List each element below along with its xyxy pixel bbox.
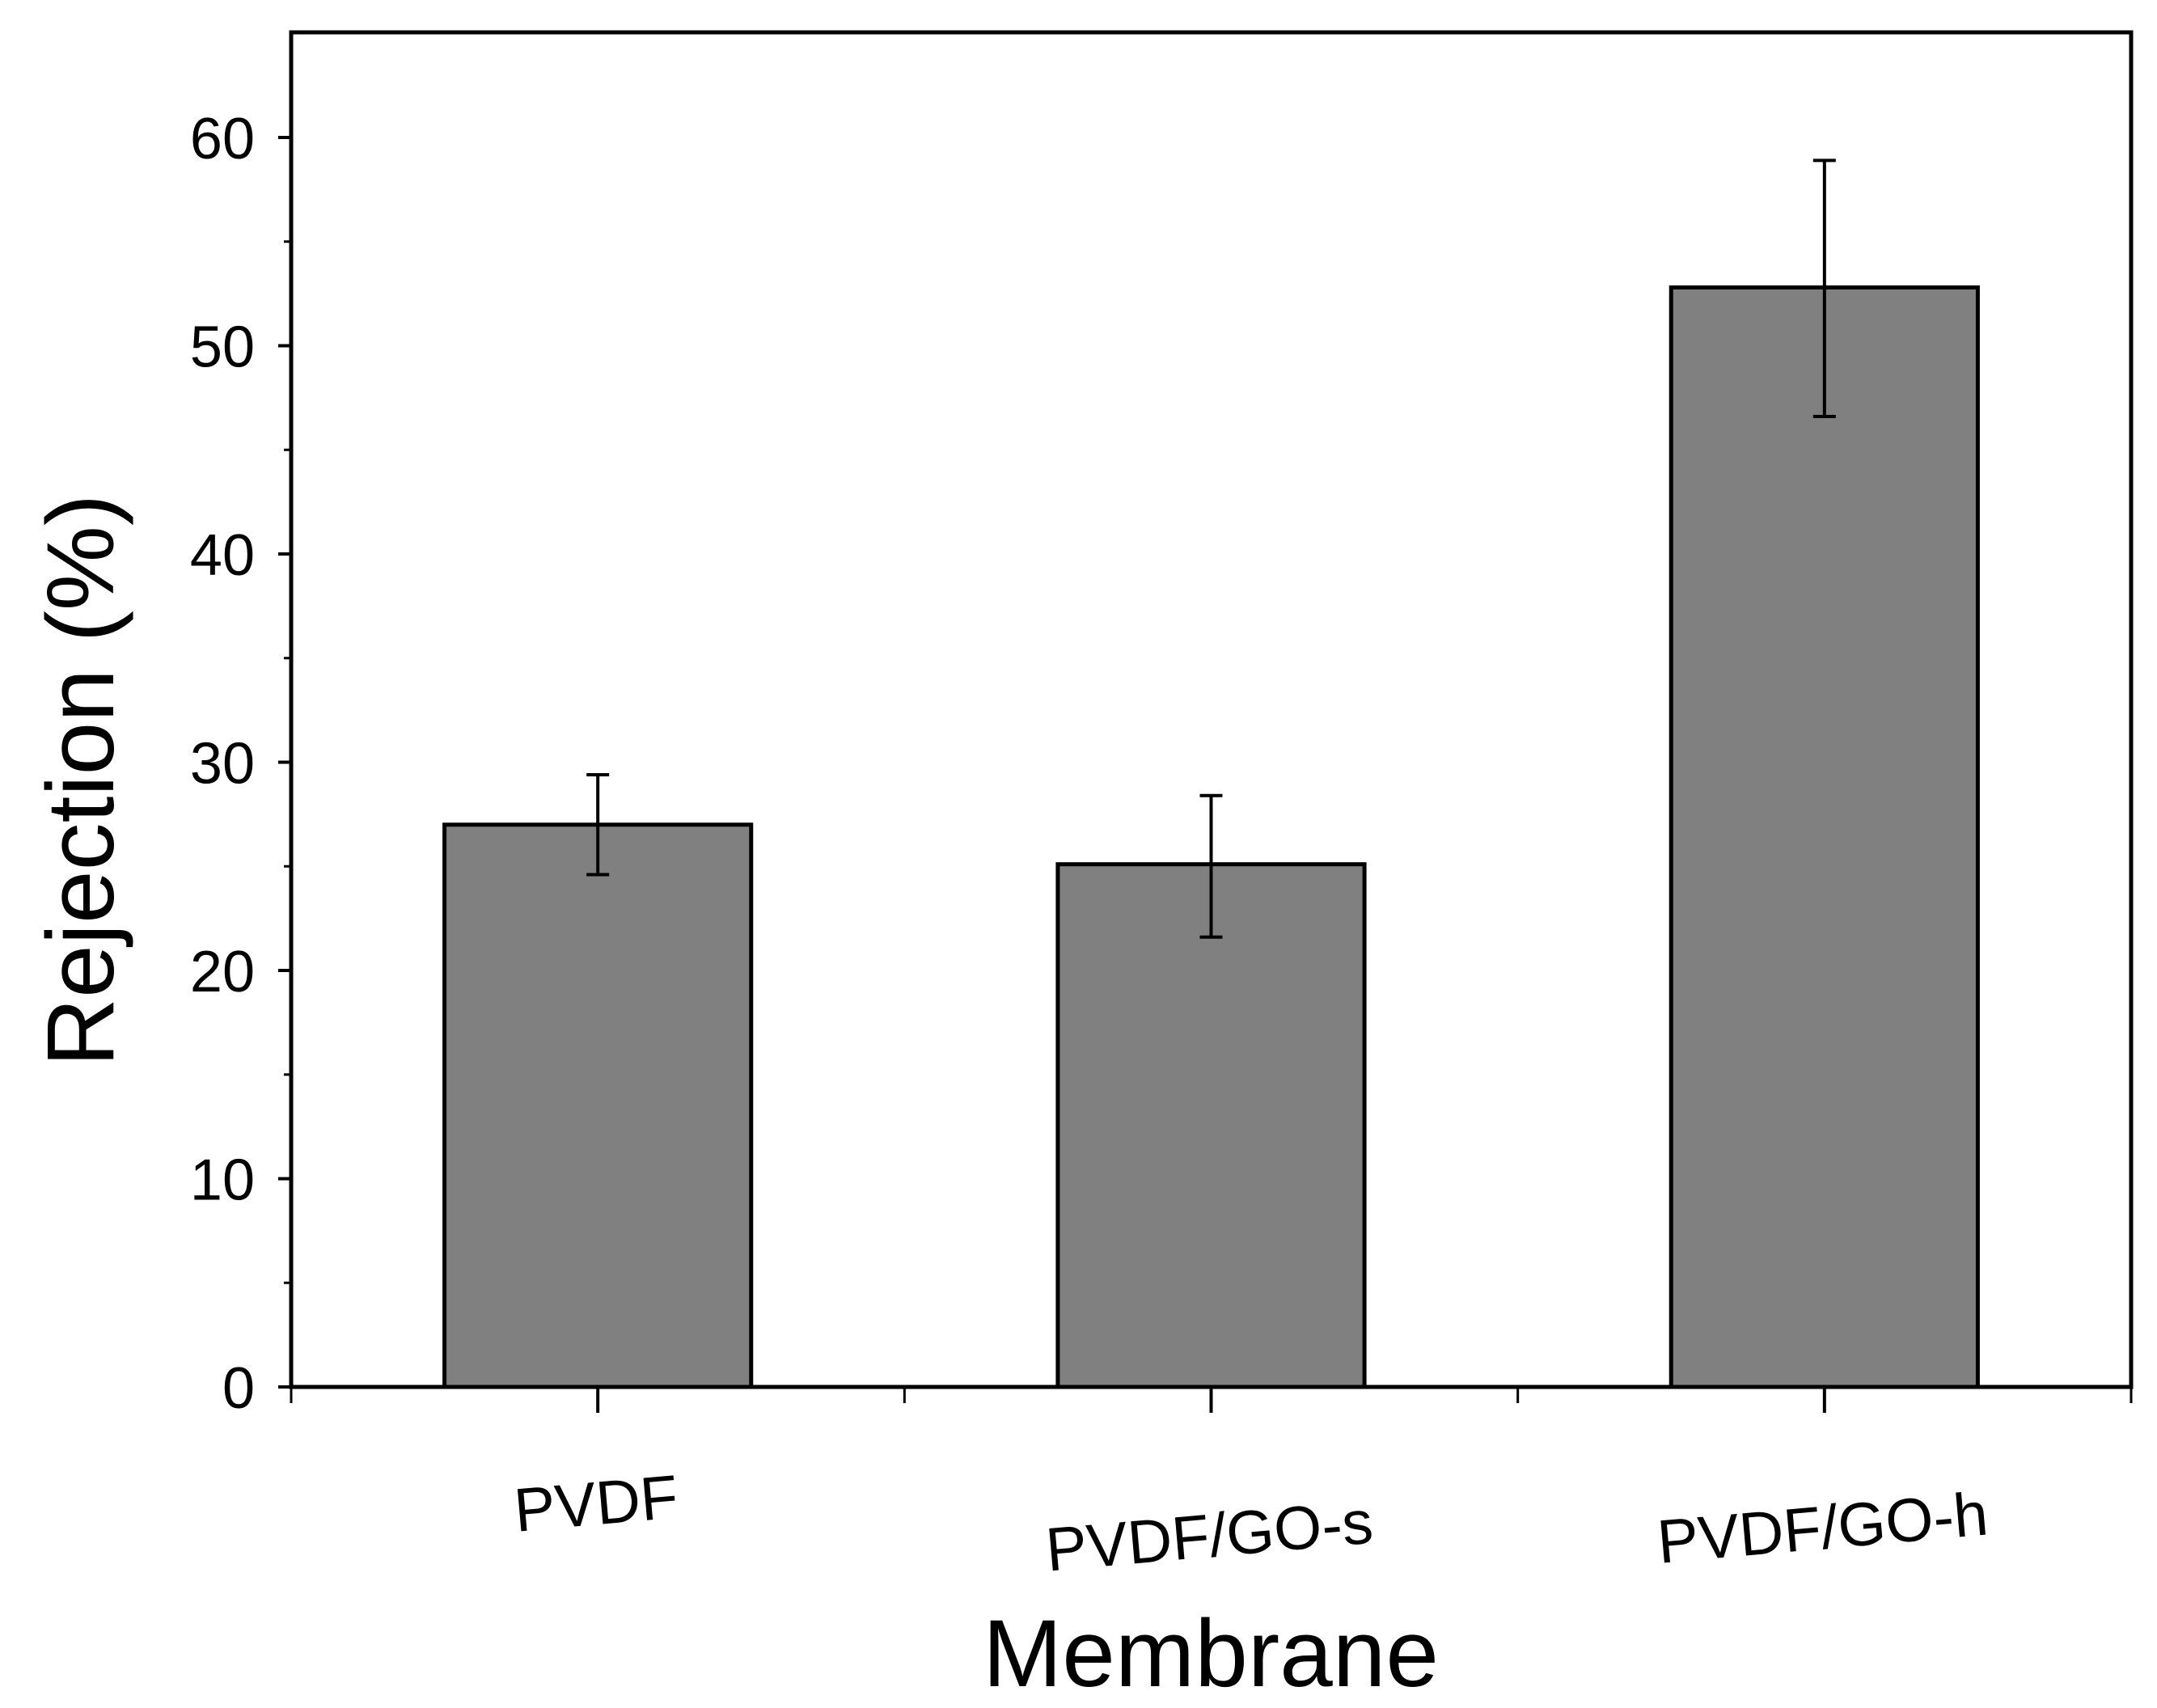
y-tick-label: 0 [222,1356,255,1421]
x-category-label: PVDF/GO-h [1655,1479,1990,1576]
x-axis-title: Membrane [983,1600,1439,1707]
y-axis: 0 10 20 30 40 50 60 [190,107,291,1421]
y-tick-label: 60 [190,107,255,171]
y-tick-label: 30 [190,732,255,797]
y-tick-label: 10 [190,1148,255,1213]
bar-pvdf-go-h [1669,285,1980,1389]
y-axis-title: Rejection (%) [27,494,134,1067]
y-tick-label: 40 [190,523,255,588]
y-tick-label: 50 [190,315,255,380]
bar-pvdf [442,822,754,1389]
error-bars [586,159,1836,939]
y-tick-label: 20 [190,940,255,1004]
x-category-label: PVDF [511,1462,680,1545]
x-axis: PVDF PVDF/GO-s PVDF/GO-h [290,1387,2133,1585]
bar-pvdf-go-s [1055,862,1367,1389]
x-category-label: PVDF/GO-s [1043,1488,1376,1585]
